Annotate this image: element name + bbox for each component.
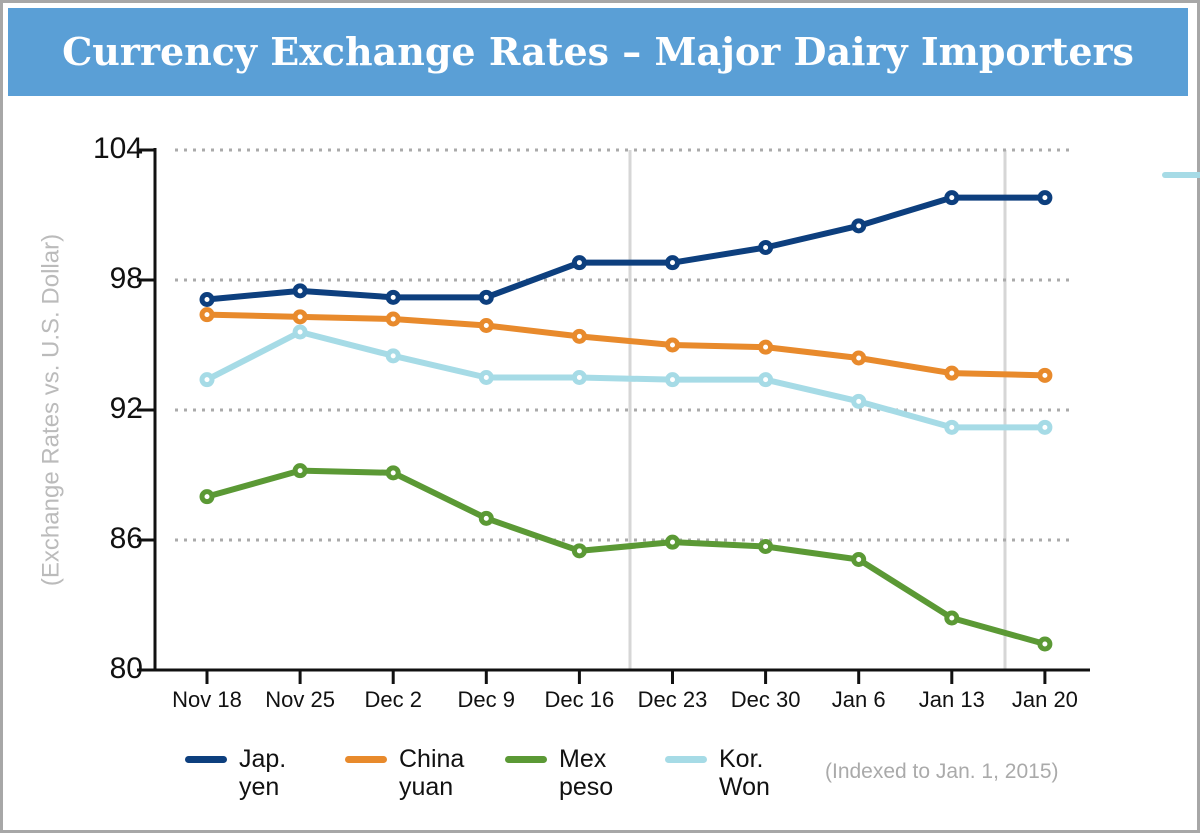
legend-item: Kor. Won (665, 745, 809, 801)
data-point (571, 255, 587, 271)
x-tick-label: Nov 18 (172, 687, 242, 712)
data-point (199, 489, 215, 505)
x-tick-label: Jan 20 (1012, 687, 1078, 712)
legend-item: Mex peso (505, 745, 649, 801)
data-point (571, 543, 587, 559)
legend-item: China yuan (345, 745, 489, 801)
data-point (1037, 419, 1053, 435)
legend-swatch (345, 756, 387, 763)
data-point (385, 348, 401, 364)
legend-swatch (505, 756, 547, 763)
data-point (385, 311, 401, 327)
data-point (851, 393, 867, 409)
x-tick-label: Dec 23 (638, 687, 708, 712)
data-point (944, 610, 960, 626)
data-point (851, 218, 867, 234)
data-point (478, 370, 494, 385)
y-axis-label: (Exchange Rates vs. U.S. Dollar) (37, 234, 64, 586)
y-tick-label: 104 (93, 132, 143, 165)
data-point (199, 292, 215, 307)
legend-label: Jap. yen (239, 745, 287, 801)
y-tick-label: 98 (110, 262, 143, 295)
x-tick-label: Dec 2 (364, 687, 421, 712)
data-point (292, 463, 308, 479)
legend-item: Jap. yen (185, 745, 329, 801)
x-tick-label: Nov 25 (265, 687, 335, 712)
data-point (292, 283, 308, 299)
series-line (205, 329, 1045, 431)
chart-title: Currency Exchange Rates – Major Dairy Im… (8, 8, 1188, 96)
data-point (478, 510, 494, 526)
data-point (758, 539, 774, 554)
data-point (292, 324, 308, 340)
data-point (571, 370, 587, 385)
x-tick-label: Dec 16 (545, 687, 615, 712)
data-point (758, 372, 774, 388)
data-point (199, 307, 215, 323)
series-line (206, 467, 1046, 647)
data-point (292, 309, 308, 325)
series-line (206, 311, 1045, 379)
data-point (478, 318, 494, 333)
data-point (1037, 636, 1053, 652)
data-point (944, 419, 960, 435)
data-point (851, 552, 867, 567)
data-point (385, 465, 401, 481)
x-tick-label: Dec 30 (731, 687, 801, 712)
data-point (385, 289, 401, 305)
data-point (944, 190, 960, 206)
note: (Indexed to Jan. 1, 2015) (825, 760, 1059, 783)
data-point (851, 350, 867, 366)
legend-label: Kor. Won (719, 745, 770, 801)
legend-swatch (185, 756, 227, 763)
x-tick-label: Jan 13 (919, 687, 985, 712)
data-point (1037, 367, 1053, 383)
y-tick-label: 80 (110, 652, 143, 685)
data-point (571, 328, 587, 344)
data-point (199, 372, 215, 388)
data-point (758, 339, 774, 355)
series-line (206, 194, 1045, 303)
y-tick-label: 92 (110, 392, 143, 425)
x-tick-label: Jan 6 (832, 687, 886, 712)
data-point (1037, 190, 1053, 206)
data-point (478, 289, 494, 305)
data-point (758, 240, 774, 255)
data-point (665, 337, 680, 353)
legend-label: China yuan (399, 745, 465, 801)
data-point (665, 534, 680, 550)
x-tick-label: Dec 9 (458, 687, 515, 712)
legend-swatch (665, 756, 707, 763)
data-point (665, 255, 680, 271)
y-tick-label: 86 (110, 522, 143, 555)
data-point (665, 372, 680, 388)
data-point (944, 365, 960, 381)
legend-label: Mex peso (559, 745, 614, 801)
